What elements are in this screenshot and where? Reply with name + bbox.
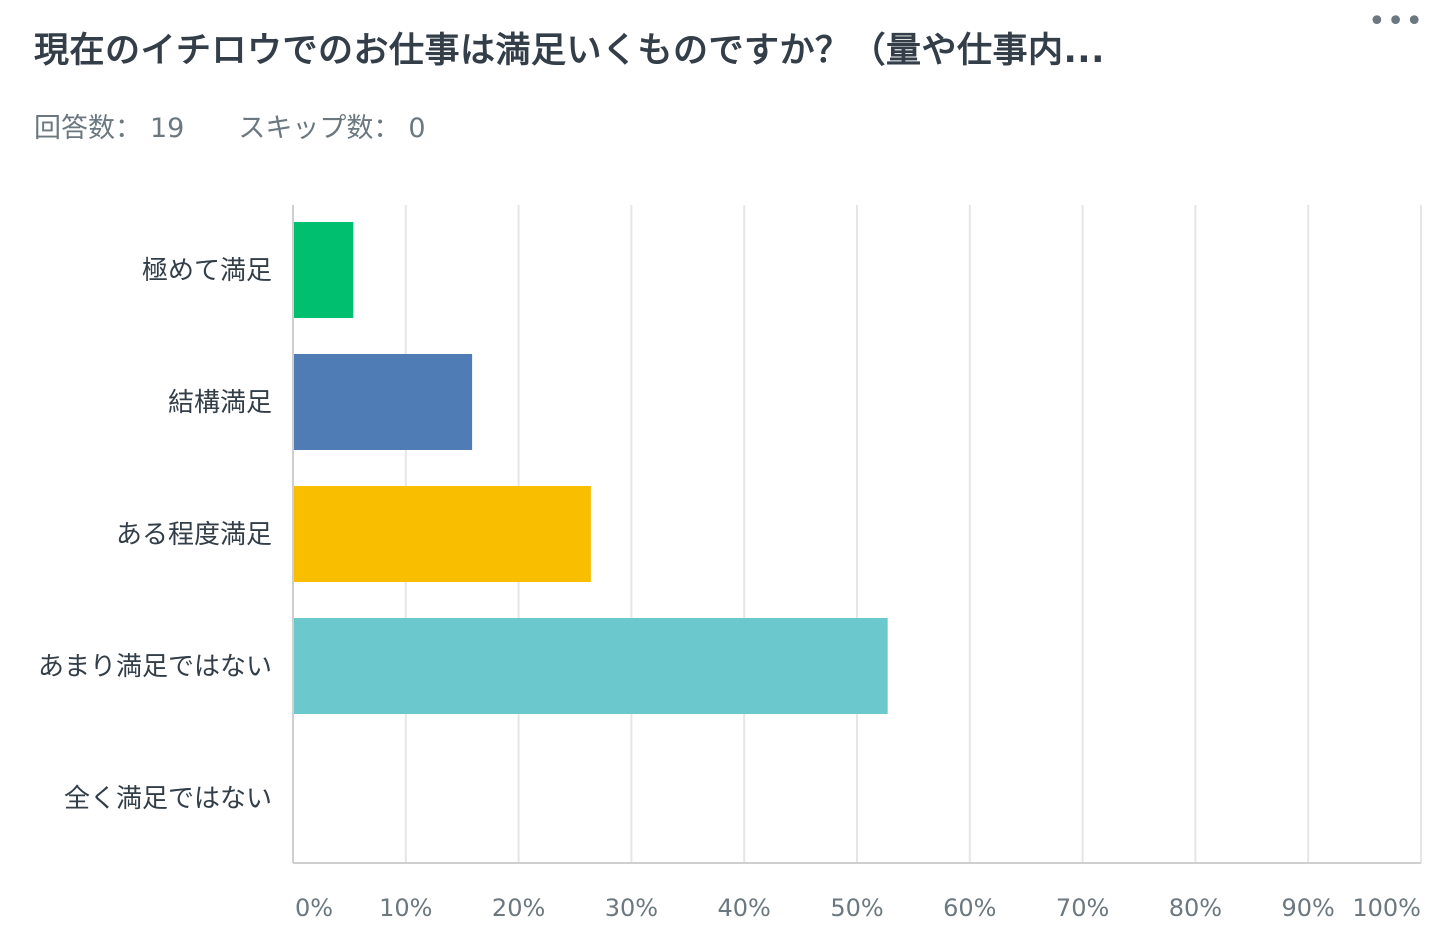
x-tick-label: 0% bbox=[295, 894, 333, 922]
x-tick-label: 40% bbox=[718, 894, 771, 922]
ellipsis-icon[interactable]: ••• bbox=[1368, 4, 1425, 39]
x-tick-label: 30% bbox=[605, 894, 658, 922]
x-tick-label: 100% bbox=[1352, 894, 1421, 922]
category-label: 結構満足 bbox=[168, 388, 272, 418]
answered-label: 回答数： bbox=[34, 113, 142, 144]
x-tick-label: 50% bbox=[830, 894, 883, 922]
answered-count: 19 bbox=[150, 113, 185, 144]
category-label: あまり満足ではない bbox=[38, 652, 272, 682]
category-label: ある程度満足 bbox=[116, 520, 272, 550]
x-tick-label: 80% bbox=[1169, 894, 1222, 922]
x-tick-label: 20% bbox=[492, 894, 545, 922]
x-tick-label: 10% bbox=[379, 894, 432, 922]
response-stats: 回答数： 19 スキップ数： 0 bbox=[34, 106, 434, 145]
bar bbox=[294, 222, 354, 318]
x-tick-label: 60% bbox=[943, 894, 996, 922]
skipped-label: スキップ数： bbox=[238, 113, 401, 144]
category-label: 全く満足ではない bbox=[64, 784, 272, 814]
bar bbox=[294, 354, 473, 450]
question-title: 現在のイチロウでのお仕事は満足いくものですか？（量や仕事内... bbox=[34, 31, 1105, 71]
bar bbox=[294, 486, 591, 582]
x-tick-label: 90% bbox=[1282, 894, 1335, 922]
x-tick-label: 70% bbox=[1056, 894, 1109, 922]
bar bbox=[294, 618, 888, 714]
category-label: 極めて満足 bbox=[142, 256, 272, 286]
skipped-count: 0 bbox=[408, 113, 426, 144]
